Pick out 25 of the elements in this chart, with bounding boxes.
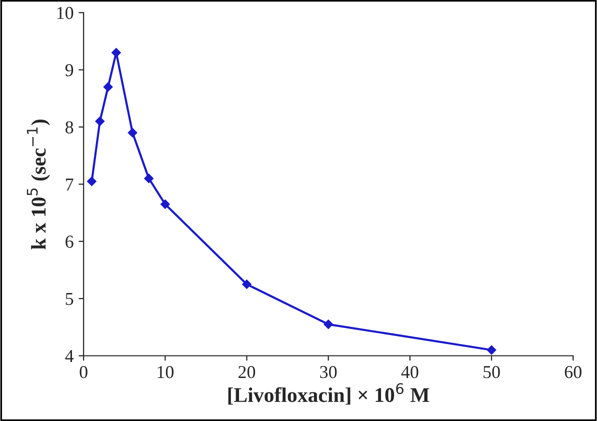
x-tick-label: 40 <box>401 366 418 378</box>
point <box>144 174 154 184</box>
x-axis-title: [Livofloxacin] × 10$^{6}$ M <box>228 383 430 405</box>
x-tick-label: 20 <box>238 366 256 378</box>
y-tick-label: 9 <box>65 64 74 76</box>
y-tick-label: 5 <box>66 293 74 305</box>
y-tick-label: 7 <box>66 178 74 190</box>
point <box>242 280 252 289</box>
point <box>160 200 170 209</box>
x-tick-label: 50 <box>484 366 500 378</box>
point <box>324 320 333 329</box>
x-tick-label: 30 <box>320 366 337 378</box>
point <box>128 128 138 138</box>
point <box>87 176 96 186</box>
x-tick-label: 0 <box>80 366 88 378</box>
point <box>95 116 105 126</box>
y-axis-title: k x 10$^{5}$ (sec$^{−1}$) <box>26 120 50 250</box>
y-tick-label: 4 <box>65 350 74 362</box>
y-tick-label: 8 <box>66 121 74 134</box>
x-tick-label: 60 <box>564 366 582 378</box>
x-tick-label: 10 <box>158 366 174 378</box>
point <box>486 345 496 355</box>
point <box>103 82 113 92</box>
y-tick-label: 6 <box>66 236 74 248</box>
y-tick-label: 10 <box>57 6 74 20</box>
